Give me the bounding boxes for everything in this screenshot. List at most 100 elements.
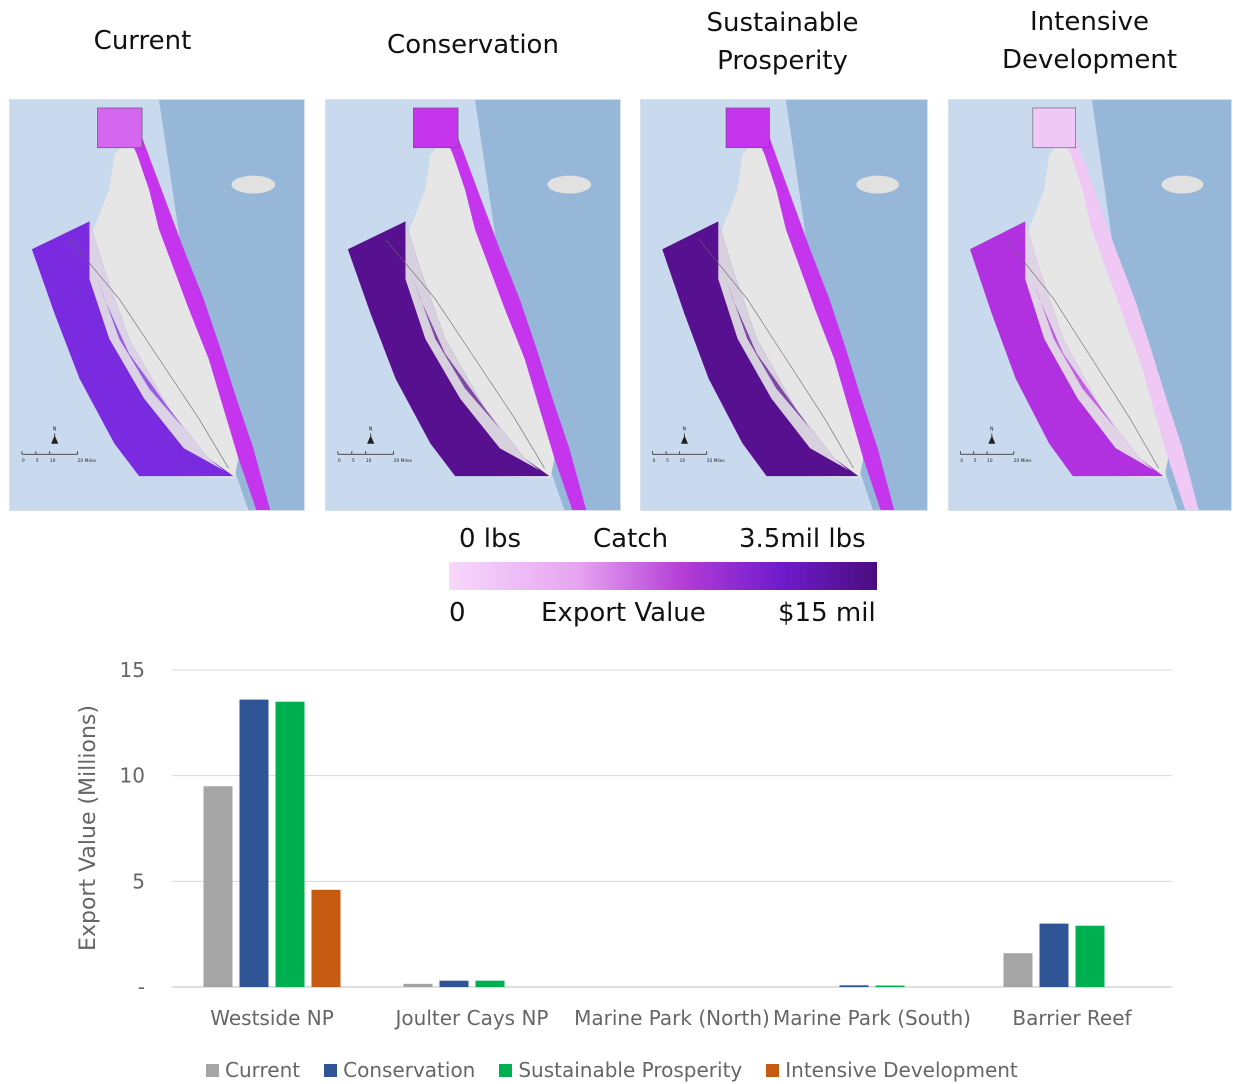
small-island — [547, 175, 592, 194]
deep-water — [474, 100, 620, 510]
color-scale-bar — [449, 562, 877, 590]
scale-bar-tick-label: 20 Miles — [78, 458, 97, 464]
x-tick-label: Marine Park (South) — [773, 1006, 971, 1030]
north-label: N — [683, 426, 687, 432]
map-svg: N 0 5 10 20 Miles — [641, 100, 927, 510]
scale-bar — [960, 451, 1015, 455]
map-svg: N 0 5 10 20 Miles — [326, 100, 620, 510]
scale-bar-tick-label: 5 — [666, 458, 669, 464]
island-landmass — [370, 139, 555, 479]
north-arrow-icon — [988, 433, 996, 444]
legend-swatch-sustainable-prosperity — [499, 1063, 513, 1077]
y-tick-label: - — [138, 975, 145, 999]
north-arrow-icon — [367, 433, 375, 444]
bar-2-4 — [1075, 925, 1105, 987]
catch-max-label: 3.5mil lbs — [739, 524, 866, 554]
north-arrow-icon — [680, 433, 688, 444]
park-boundary-line — [1005, 239, 1159, 469]
island-landmass — [991, 139, 1169, 479]
barrier-reef-region — [1060, 129, 1199, 510]
bar-2-0 — [275, 701, 305, 987]
export-min-label: 0 — [449, 598, 466, 628]
legend-label-sustainable-prosperity: Sustainable Prosperity — [518, 1058, 743, 1082]
scale-bar-tick-label: 20 Miles — [394, 458, 413, 464]
bar-0-4 — [1003, 953, 1033, 987]
scale-bar — [652, 451, 708, 455]
scale-bar-tick-label: 10 — [366, 458, 372, 464]
north-label: N — [990, 426, 994, 432]
barrier-reef-region — [442, 129, 587, 510]
small-island — [856, 175, 899, 194]
deep-water — [1091, 100, 1231, 510]
bar-0-0 — [203, 786, 233, 987]
bar-2-3 — [875, 985, 905, 987]
north-label: N — [369, 426, 373, 432]
deep-water — [158, 100, 304, 510]
bar-0-1 — [403, 983, 433, 987]
joulter-cays-region — [97, 107, 143, 149]
island-landmass — [54, 139, 239, 479]
scale-bar-tick-label: 0 — [338, 458, 341, 464]
legend-label-current: Current — [225, 1058, 301, 1082]
x-tick-label: Marine Park (North) — [574, 1006, 770, 1030]
map-conservation: N 0 5 10 20 Miles — [325, 99, 621, 511]
map-title-sustainable-prosperity: Sustainable Prosperity — [706, 8, 859, 76]
north-arrow-icon — [51, 433, 59, 444]
bar-1-4 — [1039, 923, 1069, 987]
y-axis-label: Export Value (Millions) — [76, 705, 101, 951]
bar-1-3 — [839, 985, 869, 987]
scale-bar-tick-label: 20 Miles — [1014, 458, 1032, 464]
export-label: Export Value — [541, 598, 706, 628]
park-boundary-line — [698, 239, 854, 469]
west-coast-land — [89, 221, 224, 471]
map-current: N 0 5 10 20 Miles — [9, 99, 305, 511]
legend-swatch-intensive-development — [766, 1063, 780, 1077]
map-svg: N 0 5 10 20 Miles — [10, 100, 304, 510]
scale-bar-tick-label: 5 — [974, 458, 977, 464]
scale-bar-tick-label: 5 — [352, 458, 355, 464]
map-title-current: Current — [93, 26, 192, 56]
legend-label-intensive-development: Intensive Development — [785, 1058, 1018, 1082]
legend-item-sustainable-prosperity: Sustainable Prosperity — [499, 1058, 742, 1082]
x-tick-label: Joulter Cays NP — [394, 1006, 549, 1030]
west-coast-land — [1025, 221, 1154, 471]
west-coast-land — [718, 221, 849, 471]
north-label: N — [53, 426, 57, 432]
bar-3-0 — [311, 889, 341, 987]
legend-swatch-conservation — [324, 1063, 338, 1077]
legend-item-intensive-development: Intensive Development — [766, 1058, 1018, 1082]
scale-bar-tick-label: 0 — [22, 458, 25, 464]
chart-legend: Current Conservation Sustainable Prosper… — [206, 1058, 1018, 1082]
y-tick-label: 5 — [132, 869, 145, 893]
x-tick-label: Barrier Reef — [1012, 1006, 1132, 1030]
small-island — [231, 175, 276, 194]
joulter-cays-region — [725, 107, 770, 149]
map-intensive-development: N 0 5 10 20 Miles — [948, 99, 1232, 511]
joulter-cays-region — [413, 107, 459, 149]
catch-min-label: 0 lbs — [459, 524, 522, 554]
bar-2-1 — [475, 980, 505, 987]
scale-bar-tick-label: 0 — [653, 458, 656, 464]
park-boundary-line — [69, 239, 229, 469]
park-boundary-line — [385, 239, 545, 469]
y-tick-label: 10 — [120, 764, 145, 788]
legend-swatch-current — [206, 1063, 219, 1077]
small-island — [1161, 175, 1204, 194]
bar-1-1 — [439, 980, 469, 987]
barrier-reef-region — [754, 129, 895, 510]
scale-bar — [337, 451, 394, 455]
scale-bar-tick-label: 10 — [50, 458, 56, 464]
map-svg: N 0 5 10 20 Miles — [949, 100, 1231, 510]
catch-label: Catch — [593, 524, 669, 554]
legend-label-conservation: Conservation — [343, 1058, 476, 1082]
scale-bar-tick-label: 20 Miles — [707, 458, 726, 464]
map-title-intensive-development: Intensive Development — [1001, 7, 1178, 75]
joulter-cays-region — [1032, 107, 1076, 149]
export-value-bar-chart: - 5 10 15 Export Value (Millions) Westside NP… — [76, 658, 1172, 1030]
legend-item-conservation: Conservation — [324, 1058, 475, 1082]
scale-bar-tick-label: 0 — [960, 458, 963, 464]
island-landmass — [684, 139, 864, 479]
west-coast-land — [405, 221, 540, 471]
y-tick-label: 15 — [120, 658, 145, 682]
scale-bar-tick-label: 10 — [680, 458, 686, 464]
